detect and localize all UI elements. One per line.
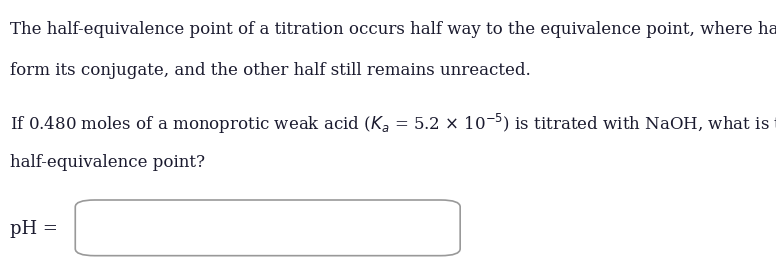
Text: half-equivalence point?: half-equivalence point? (10, 154, 205, 171)
Text: form its conjugate, and the other half still remains unreacted.: form its conjugate, and the other half s… (10, 62, 531, 79)
Text: pH =: pH = (10, 220, 58, 237)
FancyBboxPatch shape (75, 200, 460, 256)
Text: If 0.480 moles of a monoprotic weak acid ($K_{a}$ = 5.2 $\times$ 10$^{-5}$) is t: If 0.480 moles of a monoprotic weak acid… (10, 112, 776, 136)
Text: The half-equivalence point of a titration occurs half way to the equivalence poi: The half-equivalence point of a titratio… (10, 21, 776, 38)
